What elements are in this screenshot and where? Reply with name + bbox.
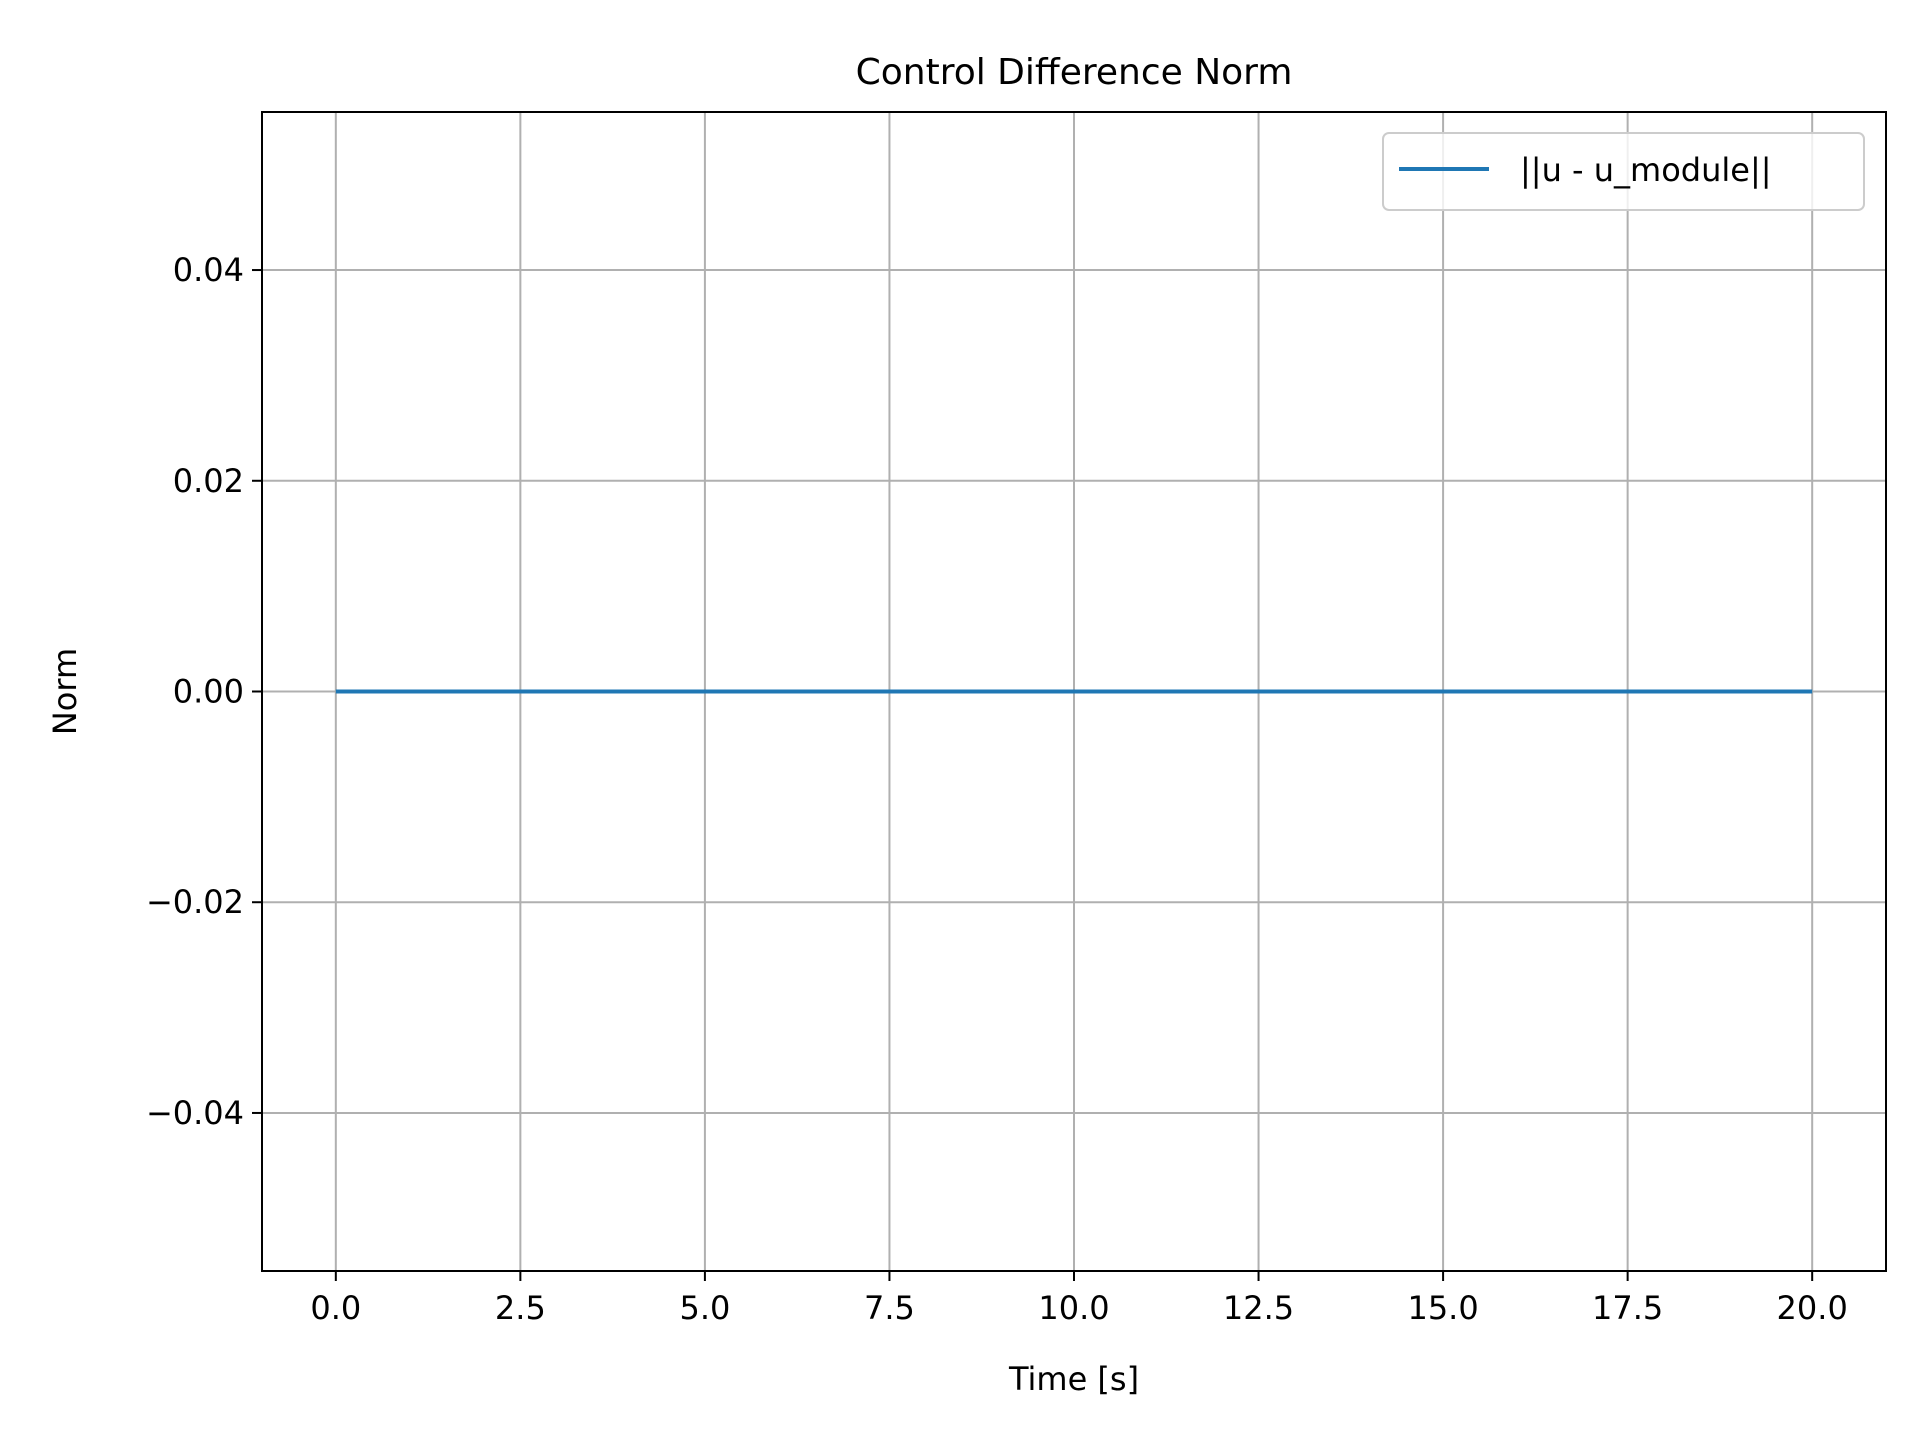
y-tick-label: −0.04 [146, 1094, 244, 1132]
y-tick-label: 0.02 [173, 462, 244, 500]
x-axis-label: Time [s] [1008, 1360, 1139, 1398]
x-tick-label: 12.5 [1223, 1289, 1294, 1327]
legend-entry-label: ||u - u_module|| [1520, 151, 1772, 189]
x-tick-label: 20.0 [1777, 1289, 1848, 1327]
x-axis-ticks: 0.0 2.5 5.0 7.5 10.0 12.5 15.0 17.5 20.0 [310, 1271, 1848, 1327]
x-tick-label: 2.5 [495, 1289, 546, 1327]
y-axis-label: Norm [46, 648, 84, 735]
legend: ||u - u_module|| [1382, 132, 1865, 211]
x-tick-label: 17.5 [1592, 1289, 1663, 1327]
x-tick-label: 15.0 [1407, 1289, 1478, 1327]
x-tick-label: 5.0 [679, 1289, 730, 1327]
x-tick-label: 7.5 [864, 1289, 915, 1327]
y-tick-label: 0.04 [173, 251, 244, 289]
chart-title: Control Difference Norm [856, 52, 1293, 93]
y-tick-label: −0.02 [146, 883, 244, 921]
legend-box [1382, 132, 1865, 211]
x-tick-label: 0.0 [310, 1289, 361, 1327]
y-axis-ticks: −0.04 −0.02 0.00 0.02 0.04 [146, 251, 262, 1132]
y-tick-label: 0.00 [173, 673, 244, 711]
x-tick-label: 10.0 [1038, 1289, 1109, 1327]
